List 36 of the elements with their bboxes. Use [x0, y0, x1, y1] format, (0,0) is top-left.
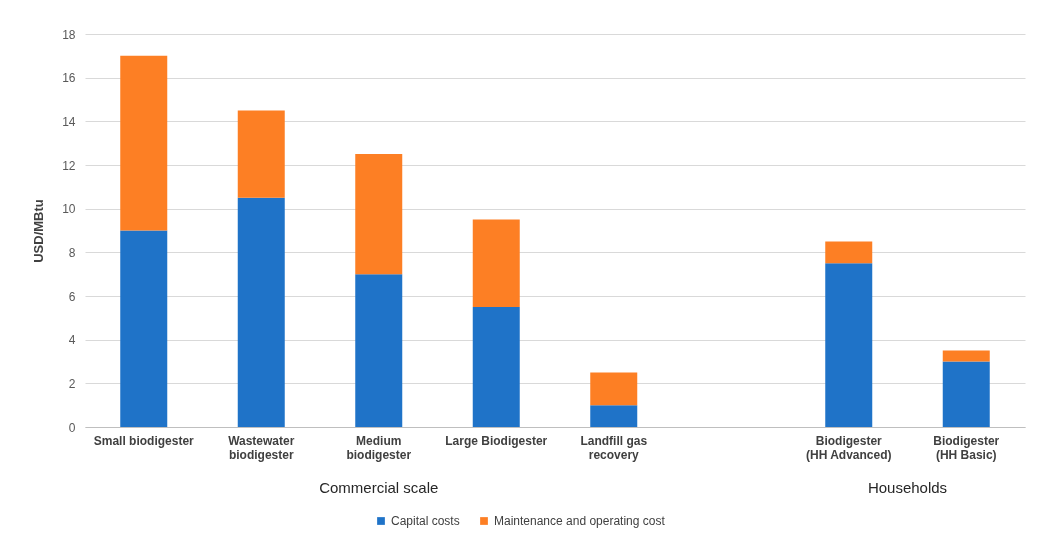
text: Households	[867, 479, 948, 496]
x-tick-label: Large Biodigester	[445, 433, 548, 448]
text: Commercial scale	[319, 479, 439, 496]
bar	[472, 219, 520, 307]
x-tick-label: Small biodigester	[93, 433, 195, 448]
y-tick-label: 10	[62, 202, 76, 217]
bar	[237, 110, 285, 198]
y-tick-label: 12	[62, 158, 76, 173]
x-tick-label: Medium biodigester	[346, 433, 412, 462]
y-tick-label: 6	[68, 289, 76, 304]
y-tick-label: 18	[62, 27, 76, 42]
x-tick-label: Biodigester (HH Basic)	[933, 433, 1000, 462]
y-tick-label: 14	[62, 114, 76, 129]
legend-label: Capital costs	[391, 514, 460, 528]
legend-label: Maintenance and operating cost	[494, 514, 666, 528]
bar	[237, 197, 285, 427]
bar	[120, 230, 168, 427]
y-tick-label: 2	[68, 376, 76, 391]
y-tick-label: 4	[68, 333, 76, 348]
x-tick-label: Landfill gas recovery	[580, 433, 648, 462]
x-tick-label: Biodigester (HH Advanced)	[805, 433, 892, 462]
y-tick-label: 0	[68, 420, 76, 435]
bar	[355, 274, 403, 427]
bar	[942, 350, 990, 362]
y-tick-label: 8	[68, 245, 76, 260]
bar	[472, 306, 520, 427]
bar	[825, 241, 873, 264]
bar	[825, 263, 873, 427]
bar	[942, 361, 990, 427]
x-tick-label: Wastewater biodigester	[228, 433, 295, 462]
bar	[590, 405, 638, 427]
y-axis-title: USD/MBtu	[31, 199, 47, 263]
bar	[120, 55, 168, 231]
bar	[590, 372, 638, 406]
bar	[355, 154, 403, 275]
y-tick-label: 16	[62, 71, 76, 86]
